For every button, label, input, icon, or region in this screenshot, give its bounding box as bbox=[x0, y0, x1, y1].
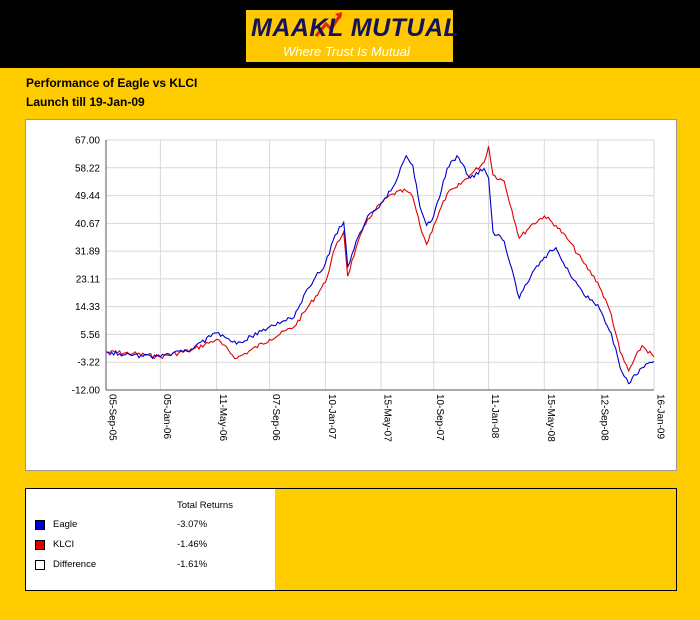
chart-panel: 67.00 58.22 49.44 40.67 31.89 23.11 14.33 5.56 -… bbox=[25, 119, 677, 471]
klci-label: KLCI bbox=[53, 539, 75, 550]
brand-name: MAAKL MUTUAL bbox=[251, 14, 460, 42]
difference-legend-swatch bbox=[35, 560, 45, 570]
x-tick-label: 16-Jan-09 bbox=[655, 394, 666, 439]
page-subtitle: Launch till 19-Jan-09 bbox=[26, 95, 145, 109]
klci-legend-swatch bbox=[35, 540, 45, 550]
returns-table: Total Returns Eagle -3.07% KLCI -1.46% D… bbox=[26, 489, 275, 590]
y-tick-label: 49.44 bbox=[75, 191, 100, 202]
y-tick-label: 31.89 bbox=[75, 247, 100, 258]
x-tick-label: 12-Sep-08 bbox=[598, 394, 609, 441]
eagle-label: Eagle bbox=[53, 519, 78, 530]
y-tick-label: 14.33 bbox=[75, 302, 100, 313]
klci-return-value: -1.46% bbox=[177, 539, 208, 550]
x-tick-label: 10-Sep-07 bbox=[434, 394, 445, 441]
y-tick-label: -3.22 bbox=[77, 358, 100, 369]
brand-tagline: Where Trust Is Mutual bbox=[283, 44, 410, 59]
eagle-series-line bbox=[105, 154, 655, 385]
returns-panel: Total Returns Eagle -3.07% KLCI -1.46% D… bbox=[25, 488, 677, 591]
x-tick-label: 07-Sep-06 bbox=[270, 394, 281, 441]
x-tick-label: 10-Jan-07 bbox=[326, 394, 337, 439]
eagle-legend-swatch bbox=[35, 520, 45, 530]
x-tick-label: 11-May-06 bbox=[217, 394, 228, 441]
maakl-logo: MAAKL MUTUAL Where Trust Is Mutual bbox=[238, 0, 462, 68]
difference-label: Difference bbox=[53, 559, 97, 570]
logo-box: MAAKL MUTUAL Where Trust Is Mutual bbox=[246, 10, 460, 62]
y-tick-label: -12.00 bbox=[72, 386, 101, 397]
x-tick-label: 05-Jan-06 bbox=[161, 394, 172, 439]
klci-series-line bbox=[105, 146, 655, 373]
y-tick-label: 23.11 bbox=[76, 274, 101, 285]
x-tick-label: 15-May-08 bbox=[545, 394, 556, 442]
top-banner: MAAKL MUTUAL Where Trust Is Mutual bbox=[0, 0, 700, 68]
x-tick-label: 11-Jan-08 bbox=[489, 394, 500, 439]
difference-return-value: -1.61% bbox=[177, 559, 208, 570]
y-tick-label: 5.56 bbox=[81, 330, 101, 341]
returns-header: Total Returns bbox=[177, 500, 233, 511]
page-title: Performance of Eagle vs KLCI bbox=[26, 76, 198, 90]
performance-chart: 67.00 58.22 49.44 40.67 31.89 23.11 14.33 5.56 -… bbox=[72, 136, 666, 443]
rising-arrow-icon bbox=[314, 12, 343, 37]
x-tick-label: 15-May-07 bbox=[382, 394, 393, 442]
y-tick-label: 40.67 bbox=[75, 219, 100, 230]
eagle-return-value: -3.07% bbox=[177, 519, 208, 530]
y-tick-label: 67.00 bbox=[75, 136, 100, 147]
x-tick-label: 05-Sep-05 bbox=[107, 394, 118, 441]
y-tick-label: 58.22 bbox=[75, 163, 100, 174]
